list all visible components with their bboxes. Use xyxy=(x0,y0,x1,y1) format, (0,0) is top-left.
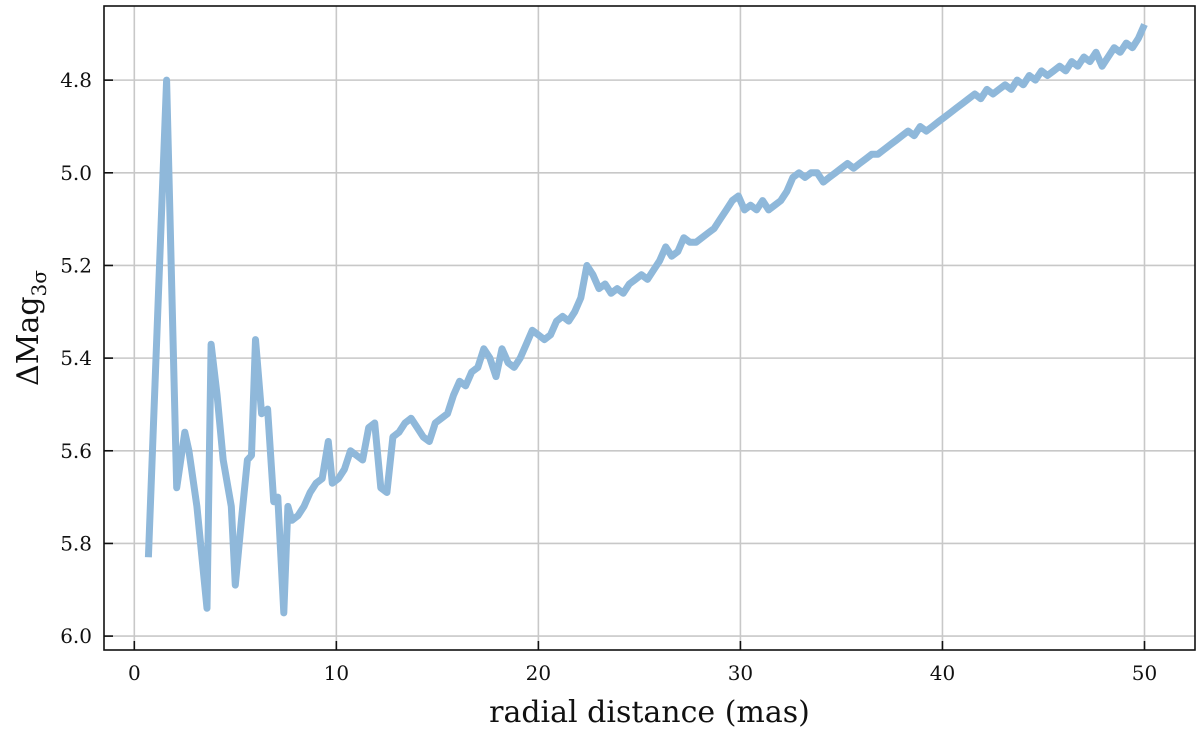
y-tick-label: 5.4 xyxy=(60,346,92,370)
x-tick-label: 30 xyxy=(728,661,753,685)
y-tick-label: 5.2 xyxy=(60,253,92,277)
x-tick-label: 20 xyxy=(526,661,551,685)
x-axis-title: radial distance (mas) xyxy=(489,695,810,730)
y-axis-title: ΔMag3σ xyxy=(11,270,51,386)
y-tick-label: 5.0 xyxy=(60,161,92,185)
y-tick-label: 5.8 xyxy=(60,531,92,555)
series-line xyxy=(144,23,1148,617)
y-axis-title-main: ΔMag xyxy=(11,296,46,385)
ticks: 0 10 20 30 40 50 4.8 5.0 5.2 5.4 5.6 5.8 6.0 xyxy=(60,68,1157,685)
x-tick-label: 40 xyxy=(930,661,955,685)
x-tick-label: 50 xyxy=(1132,661,1157,685)
grid xyxy=(104,6,1195,650)
x-tick-label: 10 xyxy=(324,661,349,685)
y-axis-title-subscript: 3σ xyxy=(27,270,51,297)
plot-frame xyxy=(103,5,1196,651)
x-tick-label: 0 xyxy=(128,661,141,685)
series-layer xyxy=(144,23,1148,617)
y-tick-label: 6.0 xyxy=(60,624,92,648)
y-tick-label: 4.8 xyxy=(60,68,92,92)
y-tick-label: 5.6 xyxy=(60,439,92,463)
